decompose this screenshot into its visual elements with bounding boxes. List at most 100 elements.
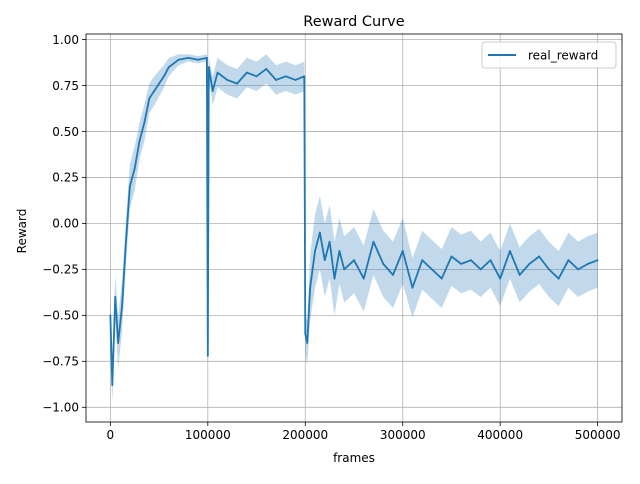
series-0-point <box>197 58 199 61</box>
series-0-point <box>128 185 131 188</box>
series-0-point <box>255 75 258 78</box>
series-0-point <box>431 268 433 271</box>
series-0-point <box>479 268 482 271</box>
series-0-point <box>567 259 570 262</box>
series-0-point <box>421 259 424 262</box>
series-0-point <box>304 332 307 335</box>
series-0-point <box>440 277 443 280</box>
grid-layer <box>86 34 622 422</box>
x-axis-label: frames <box>333 451 375 465</box>
series-0-point <box>109 314 112 317</box>
series-0-point <box>172 62 175 65</box>
line-layer <box>109 57 599 387</box>
series-0-point <box>509 250 511 252</box>
series-0-point <box>470 259 472 262</box>
series-0-point <box>206 354 209 357</box>
y-tick-label: 0.75 <box>52 79 79 93</box>
x-tick-label: 100000 <box>185 428 231 442</box>
series-0-point <box>382 262 385 265</box>
series-0-point <box>338 250 341 252</box>
axes-frame <box>85 33 623 423</box>
series-0-point <box>411 286 414 289</box>
series-0-point <box>401 250 404 252</box>
series-0-point <box>318 231 321 234</box>
series-0-point <box>133 167 136 170</box>
series-0-point <box>138 139 141 142</box>
series-0-point <box>158 82 160 85</box>
x-tick-label: 400000 <box>477 428 523 442</box>
series-0-point <box>372 240 375 243</box>
y-tick-label: −0.25 <box>42 263 79 277</box>
series-0-point <box>303 75 306 78</box>
series-0-point <box>125 240 127 243</box>
series-0-point <box>353 259 355 262</box>
series-0-point <box>460 262 463 265</box>
series-0-point <box>216 71 219 74</box>
series-0-point <box>265 68 268 70</box>
series-0-point <box>450 255 453 258</box>
chart-title: Reward Curve <box>303 14 404 30</box>
series-0-point <box>294 79 297 81</box>
series-0-point <box>499 277 502 280</box>
x-tick-label: 300000 <box>380 428 426 442</box>
series-0-point <box>328 240 331 243</box>
y-tick-label: 0.50 <box>52 125 79 139</box>
y-tick-label: 0.00 <box>52 217 79 231</box>
series-0-point <box>333 277 336 280</box>
series-0-point <box>392 273 394 276</box>
series-0-point <box>306 342 309 344</box>
series-0-point <box>121 305 123 308</box>
x-tick-label: 200000 <box>282 428 328 442</box>
series-0-point <box>596 259 599 262</box>
axes-layer <box>85 33 623 423</box>
legend-label: real_reward <box>528 49 598 63</box>
series-0-point <box>111 384 114 387</box>
legend-box <box>481 41 617 69</box>
band-layer <box>110 54 598 404</box>
series-0-point <box>343 268 346 271</box>
series-0-point <box>245 71 248 74</box>
plot-area <box>86 34 622 422</box>
series-0-point <box>187 57 190 59</box>
series-0-confidence-band <box>110 54 598 404</box>
series-0-point <box>577 268 580 271</box>
series-0-point <box>167 66 170 68</box>
series-0-point <box>205 57 208 59</box>
series-0-point <box>323 259 326 262</box>
series-0-point <box>284 75 287 78</box>
legend: real_reward <box>481 41 617 69</box>
x-tick-label: 0 <box>107 428 115 442</box>
series-0-point <box>226 79 229 81</box>
series-0-point <box>528 262 531 265</box>
series-0-point <box>114 296 117 298</box>
series-0-point <box>143 121 146 124</box>
series-0-point <box>538 255 541 258</box>
tick-layer: 0 100000 200000 300000 400000 500000 −1.00 −0.7… <box>42 33 620 442</box>
x-tick-label: 500000 <box>575 428 621 442</box>
y-tick-label: −0.75 <box>42 355 79 369</box>
series-0-point <box>548 268 550 271</box>
y-tick-label: 0.25 <box>52 171 79 185</box>
series-0-point <box>163 75 165 78</box>
series-0-point <box>153 90 156 92</box>
series-0-point <box>489 259 492 262</box>
series-0-point <box>557 277 560 280</box>
series-0-point <box>236 82 238 85</box>
y-tick-label: −1.00 <box>42 401 79 415</box>
series-0-point <box>586 262 589 265</box>
series-0-point <box>518 273 521 276</box>
series-0-point <box>148 97 151 100</box>
series-0-point <box>362 277 365 280</box>
series-0-point <box>211 90 214 92</box>
series-0-point <box>117 342 120 344</box>
y-tick-label: −0.50 <box>42 309 79 323</box>
y-axis-label: Reward <box>15 209 29 254</box>
series-0-point <box>314 250 316 252</box>
series-0-point <box>177 58 180 61</box>
series-0-point <box>275 79 277 81</box>
series-0-point <box>309 286 312 289</box>
y-tick-label: 1.00 <box>52 33 79 47</box>
series-0-point <box>207 66 210 68</box>
